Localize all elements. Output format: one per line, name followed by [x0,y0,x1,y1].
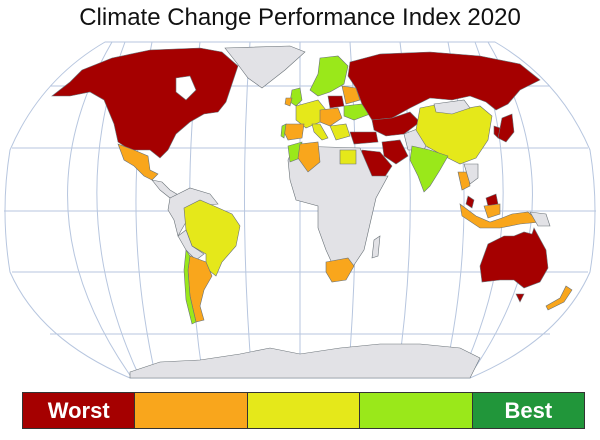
borneo [483,203,501,219]
turkey [349,131,379,145]
tasmania [515,293,525,303]
ukraine [343,103,371,121]
korea [493,125,501,139]
legend-moderate [247,393,361,428]
baltics-belarus [341,85,361,105]
south-africa [325,257,355,283]
algeria [297,141,321,173]
italy [311,123,329,141]
map-title: Climate Change Performance Index 2020 [79,4,521,31]
legend-good [360,393,473,428]
legend-poor [135,393,248,428]
se-asia [463,163,479,185]
legend-best: Best [472,393,585,428]
australia [479,227,549,289]
antarctica [129,343,481,379]
portugal [280,123,287,139]
chile [183,249,197,325]
legend-worst: Worst [23,393,136,428]
countries [51,45,573,379]
india [409,145,449,193]
ireland [284,97,293,107]
egypt [339,149,357,165]
scandinavia [309,55,349,97]
mongolia [433,99,471,115]
spain [283,123,305,141]
north-america [51,47,239,159]
central-europe [319,107,343,127]
new-zealand [545,285,573,311]
png [529,211,551,227]
mexico [117,143,159,181]
russia [347,51,541,121]
kazakhstan [371,111,421,137]
thailand [457,171,471,191]
balkans [329,123,351,141]
greenland [224,45,306,89]
iran [381,139,409,165]
color-legend: Worst Best [22,392,585,429]
poland [327,95,345,109]
madagascar [371,235,381,259]
